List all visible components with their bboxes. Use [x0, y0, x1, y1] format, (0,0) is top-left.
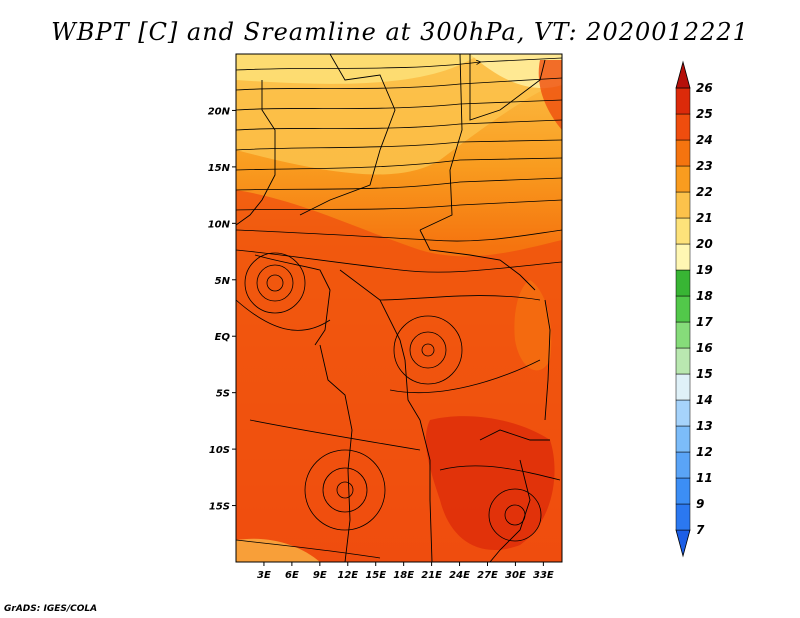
colorbar-label: 22 [696, 185, 713, 199]
colorbar-label: 19 [696, 263, 713, 277]
lon-tick-label: 30E [505, 570, 526, 581]
colorbar-bin [676, 400, 690, 426]
colorbar-bin [676, 140, 690, 166]
colorbar-bin [676, 374, 690, 400]
lat-tick-label: 10N [208, 219, 231, 230]
colorbar-bin [676, 88, 690, 114]
colorbar-label: 7 [696, 523, 705, 537]
colorbar-label: 9 [696, 497, 704, 511]
colorbar-bin [676, 192, 690, 218]
lon-tick-label: 24E [449, 570, 470, 581]
colorbar-bin [676, 478, 690, 504]
lon-tick-label: 15E [365, 570, 386, 581]
lat-tick-label: 5N [215, 276, 231, 287]
colorbar-label: 21 [696, 211, 713, 225]
colorbar-label: 12 [696, 445, 713, 459]
lon-tick-label: 12E [337, 570, 358, 581]
colorbar-bin [676, 244, 690, 270]
colorbar-label: 23 [696, 159, 713, 173]
colorbar-min-triangle [676, 530, 690, 556]
lat-tick-label: 5S [216, 389, 230, 400]
lon-tick-label: 21E [421, 570, 442, 581]
colorbar-bin [676, 504, 690, 530]
map-plot: 20N 15N 10N 5N EQ 5S 10S 15S 3E 6E 9E 12E 15E 18E 21E… [0, 0, 800, 618]
colorbar-label: 26 [696, 81, 713, 95]
latitude-axis: 20N 15N 10N 5N EQ 5S 10S 15S [208, 106, 236, 512]
colorbar-label: 24 [696, 133, 713, 147]
lat-tick-label: 20N [208, 106, 231, 117]
colorbar-label: 17 [696, 315, 713, 329]
colorbar-bin [676, 322, 690, 348]
colorbar-label: 14 [696, 393, 713, 407]
lon-tick-label: 6E [285, 570, 299, 581]
colorbar-label: 13 [696, 419, 713, 433]
colorbar-max-triangle [676, 62, 690, 88]
colorbar-bin [676, 452, 690, 478]
colorbar: 7 9 11 12 13 14 15 16 17 18 19 20 21 22 23 24 25 26 [676, 62, 713, 556]
colorbar-bin [676, 426, 690, 452]
colorbar-bin [676, 296, 690, 322]
colorbar-bin [676, 270, 690, 296]
lat-tick-label: 10S [209, 445, 230, 456]
lon-tick-label: 9E [313, 570, 327, 581]
colorbar-bin [676, 166, 690, 192]
colorbar-bin [676, 348, 690, 374]
lon-tick-label: 27E [477, 570, 498, 581]
colorbar-bin [676, 218, 690, 244]
lat-tick-label: 15S [209, 502, 230, 513]
wbpt-shading [236, 54, 562, 562]
colorbar-label: 25 [696, 107, 713, 121]
colorbar-bin [676, 114, 690, 140]
colorbar-label: 16 [696, 341, 713, 355]
colorbar-label: 20 [696, 237, 713, 251]
lon-tick-label: 18E [393, 570, 414, 581]
lat-tick-label: EQ [215, 332, 231, 343]
lon-tick-label: 33E [533, 570, 554, 581]
lat-tick-label: 15N [208, 163, 231, 174]
longitude-axis: 3E 6E 9E 12E 15E 18E 21E 24E 27E 30E 33E [257, 562, 554, 581]
credit-text: GrADS: IGES/COLA [4, 604, 97, 614]
colorbar-label: 18 [696, 289, 713, 303]
lon-tick-label: 3E [257, 570, 271, 581]
colorbar-label: 11 [696, 471, 713, 485]
colorbar-label: 15 [696, 367, 713, 381]
